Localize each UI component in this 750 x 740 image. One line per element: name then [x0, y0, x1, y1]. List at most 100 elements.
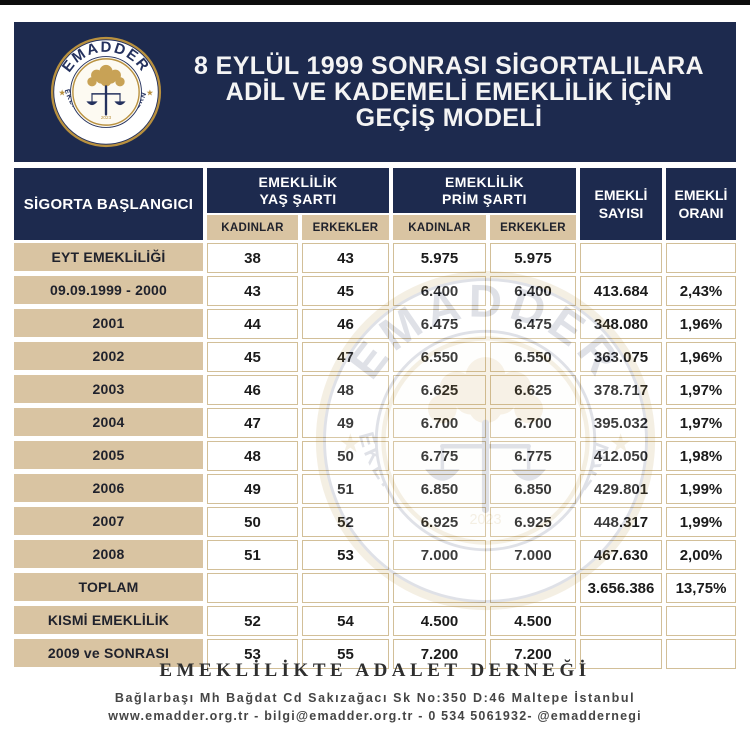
table-row: 2009 ve SONRASI 53 55 7.200 7.200	[14, 639, 736, 669]
cell-premium-men: 6.550	[490, 342, 576, 372]
subheader-women-premium: KADINLAR	[393, 215, 486, 240]
header-emekli-sayisi-line1: EMEKLİ	[594, 187, 648, 203]
table-row: 2003 46 48 6.625 6.625 378.717 1,97%	[14, 375, 736, 405]
cell-premium-men: 6.625	[490, 375, 576, 405]
cell-age-women: 47	[207, 408, 298, 438]
table-row: KISMİ EMEKLİLİK 52 54 4.500 4.500	[14, 606, 736, 636]
row-label: 2003	[14, 375, 203, 403]
page-title: 8 EYLÜL 1999 SONRASI SİGORTALILARA ADİL …	[162, 53, 736, 131]
cell-retiree-count	[580, 606, 662, 636]
cell-premium-women: 4.500	[393, 606, 486, 636]
table-row: 2007 50 52 6.925 6.925 448.317 1,99%	[14, 507, 736, 537]
cell-retiree-count: 429.801	[580, 474, 662, 504]
cell-age-men: 50	[302, 441, 389, 471]
table-row: 2001 44 46 6.475 6.475 348.080 1,96%	[14, 309, 736, 339]
cell-retiree-ratio: 1,99%	[666, 507, 736, 537]
cell-age-women: 49	[207, 474, 298, 504]
cell-retiree-count	[580, 243, 662, 273]
cell-retiree-ratio: 1,98%	[666, 441, 736, 471]
cell-premium-men: 6.925	[490, 507, 576, 537]
table-row: TOPLAM 3.656.386 13,75%	[14, 573, 736, 603]
cell-age-men: 53	[302, 540, 389, 570]
cell-retiree-count: 413.684	[580, 276, 662, 306]
header-group-yas-sarti: EMEKLİLİK YAŞ ŞARTI	[207, 168, 389, 213]
table-row: 2008 51 53 7.000 7.000 467.630 2,00%	[14, 540, 736, 570]
row-label: 2007	[14, 507, 203, 535]
cell-retiree-ratio: 1,97%	[666, 408, 736, 438]
table-row: 2004 47 49 6.700 6.700 395.032 1,97%	[14, 408, 736, 438]
top-border-bar	[0, 0, 750, 5]
cell-age-men: 49	[302, 408, 389, 438]
cell-retiree-count	[580, 639, 662, 669]
table-body: EYT EMEKLİLİĞİ 38 43 5.975 5.975 09.09.1…	[14, 243, 736, 669]
row-label: 2001	[14, 309, 203, 337]
cell-age-women: 51	[207, 540, 298, 570]
cell-retiree-count: 348.080	[580, 309, 662, 339]
cell-premium-women: 6.925	[393, 507, 486, 537]
cell-retiree-ratio: 2,00%	[666, 540, 736, 570]
row-label: 2005	[14, 441, 203, 469]
cell-premium-women: 7.200	[393, 639, 486, 669]
cell-premium-men: 5.975	[490, 243, 576, 273]
header-emekli-orani-line1: EMEKLİ	[674, 187, 728, 203]
cell-age-men: 54	[302, 606, 389, 636]
title-line-3: GEÇİŞ MODELİ	[355, 104, 543, 132]
cell-retiree-count: 395.032	[580, 408, 662, 438]
header-group-prim-sarti: EMEKLİLİK PRİM ŞARTI	[393, 168, 576, 213]
cell-age-men: 43	[302, 243, 389, 273]
subheader-men-premium: ERKEKLER	[490, 215, 576, 240]
cell-age-women	[207, 573, 298, 603]
cell-retiree-ratio: 1,97%	[666, 375, 736, 405]
row-label: EYT EMEKLİLİĞİ	[14, 243, 203, 271]
title-line-2: ADİL VE KADEMELİ EMEKLİLİK İÇİN	[225, 78, 673, 106]
cell-retiree-ratio: 2,43%	[666, 276, 736, 306]
cell-age-men: 51	[302, 474, 389, 504]
cell-premium-women: 6.775	[393, 441, 486, 471]
cell-premium-men	[490, 573, 576, 603]
cell-retiree-count: 412.050	[580, 441, 662, 471]
cell-retiree-ratio	[666, 639, 736, 669]
cell-age-men: 46	[302, 309, 389, 339]
cell-retiree-count: 363.075	[580, 342, 662, 372]
organization-name: EMEKLİLİKTE ADALET DERNEĞİ	[159, 660, 591, 681]
address-line: Bağlarbaşı Mh Bağdat Cd Sakızağacı Sk No…	[114, 691, 636, 705]
header-emekli-orani-line2: ORANI	[678, 205, 724, 221]
cell-age-men	[302, 573, 389, 603]
cell-age-men: 48	[302, 375, 389, 405]
cell-premium-women: 7.000	[393, 540, 486, 570]
cell-age-men: 52	[302, 507, 389, 537]
row-label: 2004	[14, 408, 203, 436]
cell-premium-men: 6.400	[490, 276, 576, 306]
cell-premium-women: 6.400	[393, 276, 486, 306]
cell-retiree-ratio: 13,75%	[666, 573, 736, 603]
cell-retiree-ratio: 1,96%	[666, 342, 736, 372]
cell-age-women: 44	[207, 309, 298, 339]
cell-age-women: 43	[207, 276, 298, 306]
row-label: TOPLAM	[14, 573, 203, 601]
cell-premium-men: 6.700	[490, 408, 576, 438]
cell-age-women: 48	[207, 441, 298, 471]
subheader-men-age: ERKEKLER	[302, 215, 389, 240]
cell-premium-men: 6.775	[490, 441, 576, 471]
cell-retiree-count: 467.630	[580, 540, 662, 570]
table-row: 2006 49 51 6.850 6.850 429.801 1,99%	[14, 474, 736, 504]
cell-premium-men: 7.200	[490, 639, 576, 669]
cell-age-women: 53	[207, 639, 298, 669]
cell-premium-women: 5.975	[393, 243, 486, 273]
cell-premium-women: 6.475	[393, 309, 486, 339]
cell-premium-men: 4.500	[490, 606, 576, 636]
row-label: 2002	[14, 342, 203, 370]
title-line-1: 8 EYLÜL 1999 SONRASI SİGORTALILARA	[194, 52, 704, 80]
cell-premium-men: 7.000	[490, 540, 576, 570]
cell-premium-women: 6.625	[393, 375, 486, 405]
cell-retiree-count: 3.656.386	[580, 573, 662, 603]
cell-premium-women	[393, 573, 486, 603]
header-emekli-sayisi: EMEKLİ SAYISI	[580, 168, 662, 240]
row-label: 09.09.1999 - 2000	[14, 276, 203, 304]
cell-premium-men: 6.850	[490, 474, 576, 504]
emadder-logo-icon	[50, 36, 162, 148]
cell-age-women: 38	[207, 243, 298, 273]
cell-retiree-count: 448.317	[580, 507, 662, 537]
table-row: 09.09.1999 - 2000 43 45 6.400 6.400 413.…	[14, 276, 736, 306]
contact-line: www.emadder.org.tr - bilgi@emadder.org.t…	[108, 709, 642, 723]
